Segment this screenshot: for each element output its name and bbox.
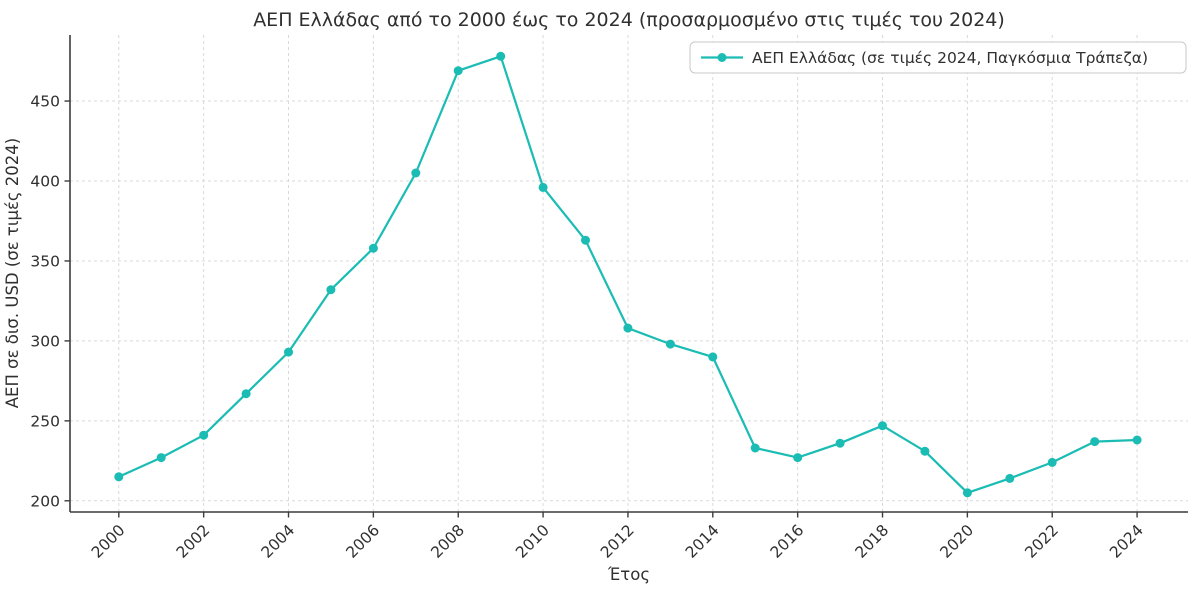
data-point-2018 [878, 421, 887, 431]
x-tick-label: 2018 [852, 521, 893, 562]
data-point-2004 [284, 347, 293, 357]
data-point-2013 [665, 339, 675, 349]
data-point-2005 [326, 285, 336, 295]
x-tick-label: 2020 [937, 521, 978, 562]
x-tick-label: 2024 [1106, 521, 1147, 562]
data-point-2024 [1132, 435, 1142, 445]
chart-title: ΑΕΠ Ελλάδας από το 2000 έως το 2024 (προ… [253, 9, 1005, 31]
x-tick-label: 2014 [682, 521, 723, 562]
legend-marker-dot [717, 53, 727, 62]
data-point-2017 [835, 438, 845, 448]
data-point-2016 [793, 453, 803, 463]
x-tick-label: 2002 [173, 521, 214, 562]
data-point-2015 [750, 443, 760, 453]
y-tick-label: 400 [30, 172, 60, 190]
legend: ΑΕΠ Ελλάδας (σε τιμές 2024, Παγκόσμια Τρ… [689, 41, 1187, 74]
data-point-2012 [623, 323, 633, 333]
data-point-2019 [920, 446, 930, 456]
data-point-2001 [156, 453, 166, 463]
data-point-2008 [453, 66, 463, 76]
legend-box [689, 41, 1187, 74]
data-point-2003 [241, 389, 251, 399]
x-tick-label: 2010 [512, 521, 553, 562]
data-point-2011 [581, 235, 590, 245]
data-point-2000 [114, 472, 124, 482]
y-axis-label: ΑΕΠ σε δισ. USD (σε τιμές 2024) [3, 138, 22, 408]
data-point-2009 [496, 51, 506, 61]
y-tick-label: 250 [30, 412, 60, 430]
y-tick-label: 200 [30, 492, 60, 510]
y-tick-label: 450 [30, 93, 60, 111]
data-point-2002 [199, 430, 209, 440]
y-tick-label: 350 [30, 252, 60, 270]
x-tick-label: 2000 [88, 521, 129, 562]
data-point-2021 [1005, 473, 1015, 483]
data-point-2014 [708, 352, 718, 362]
x-tick-label: 2016 [767, 521, 808, 562]
data-point-2010 [538, 182, 548, 192]
y-tick-label: 300 [30, 332, 60, 350]
data-series [114, 51, 1142, 498]
data-point-2023 [1090, 437, 1100, 447]
x-tick-label: 2006 [343, 521, 384, 562]
x-tick-label: 2022 [1021, 521, 1062, 562]
data-point-2020 [962, 488, 972, 498]
data-point-2007 [411, 168, 421, 178]
x-axis-label: Έτος [607, 565, 650, 584]
legend-label: ΑΕΠ Ελλάδας (σε τιμές 2024, Παγκόσμια Τρ… [752, 49, 1148, 67]
gridlines [70, 35, 1188, 512]
data-point-2006 [368, 243, 378, 253]
x-tick-label: 2012 [597, 521, 638, 562]
x-tick-label: 2008 [427, 521, 468, 562]
x-tick-label: 2004 [258, 521, 299, 562]
data-point-2022 [1047, 457, 1057, 467]
